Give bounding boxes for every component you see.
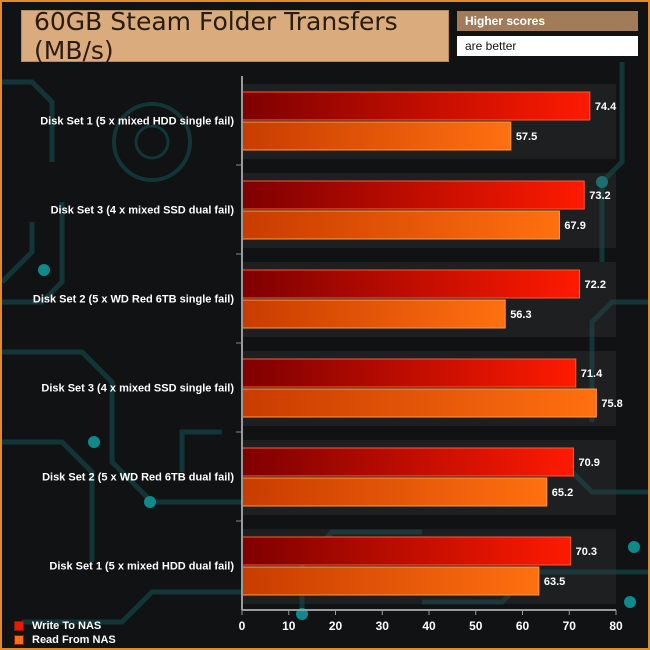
bar-write (241, 447, 574, 477)
bar-write (241, 91, 591, 121)
x-tick-label: 0 (239, 619, 246, 633)
legend: Write To NAS Read From NAS (14, 619, 116, 647)
value-label: 70.3 (576, 546, 597, 558)
legend-item-write: Write To NAS (14, 619, 116, 633)
value-label: 73.2 (589, 190, 610, 202)
x-tick-label: 80 (609, 619, 623, 633)
category-label: Disk Set 3 (4 x mixed SSD single fail) (41, 383, 234, 395)
value-label: 65.2 (552, 487, 573, 499)
legend-label-read: Read From NAS (32, 634, 116, 646)
legend-item-read: Read From NAS (14, 633, 116, 647)
bar-write (241, 358, 577, 388)
value-label: 57.5 (516, 131, 537, 143)
x-tick-label: 60 (516, 619, 530, 633)
value-label: 56.3 (510, 309, 531, 321)
category-label: Disk Set 1 (5 x mixed HDD dual fail) (49, 561, 234, 573)
value-label: 63.5 (544, 576, 565, 588)
x-tick-label: 10 (282, 619, 296, 633)
value-label: 72.2 (585, 279, 606, 291)
x-tick-label: 70 (563, 619, 577, 633)
bar-read (241, 299, 506, 329)
x-tick-label: 50 (469, 619, 483, 633)
bar-read (241, 121, 512, 151)
x-tick-label: 20 (329, 619, 343, 633)
bar-write (241, 180, 585, 210)
value-label: 71.4 (581, 368, 603, 380)
category-label: Disk Set 3 (4 x mixed SSD dual fail) (51, 205, 235, 217)
legend-swatch-read (14, 635, 24, 645)
value-label: 75.8 (601, 398, 622, 410)
category-label: Disk Set 1 (5 x mixed HDD single fail) (40, 116, 234, 128)
bar-write (241, 269, 581, 299)
chart-title: 60GB Steam Folder Transfers (MB/s) (34, 7, 398, 65)
category-label: Disk Set 2 (5 x WD Red 6TB dual fail) (42, 472, 234, 484)
legend-label-write: Write To NAS (32, 620, 102, 632)
bar-read (241, 210, 560, 240)
x-tick-label: 40 (422, 619, 436, 633)
value-label: 67.9 (564, 220, 585, 232)
bar-read (241, 477, 548, 507)
title-box: 60GB Steam Folder Transfers (MB/s) (21, 7, 449, 65)
are-better-note: are better (457, 36, 638, 56)
value-label: 74.4 (595, 101, 617, 113)
category-label: Disk Set 2 (5 x WD Red 6TB single fail) (33, 294, 234, 306)
x-tick-label: 30 (376, 619, 390, 633)
bar-write (241, 536, 572, 566)
higher-scores-note: Higher scores (457, 11, 638, 31)
legend-swatch-write (14, 621, 24, 631)
bar-read (241, 566, 540, 596)
bar-read (241, 388, 597, 418)
value-label: 70.9 (578, 457, 599, 469)
